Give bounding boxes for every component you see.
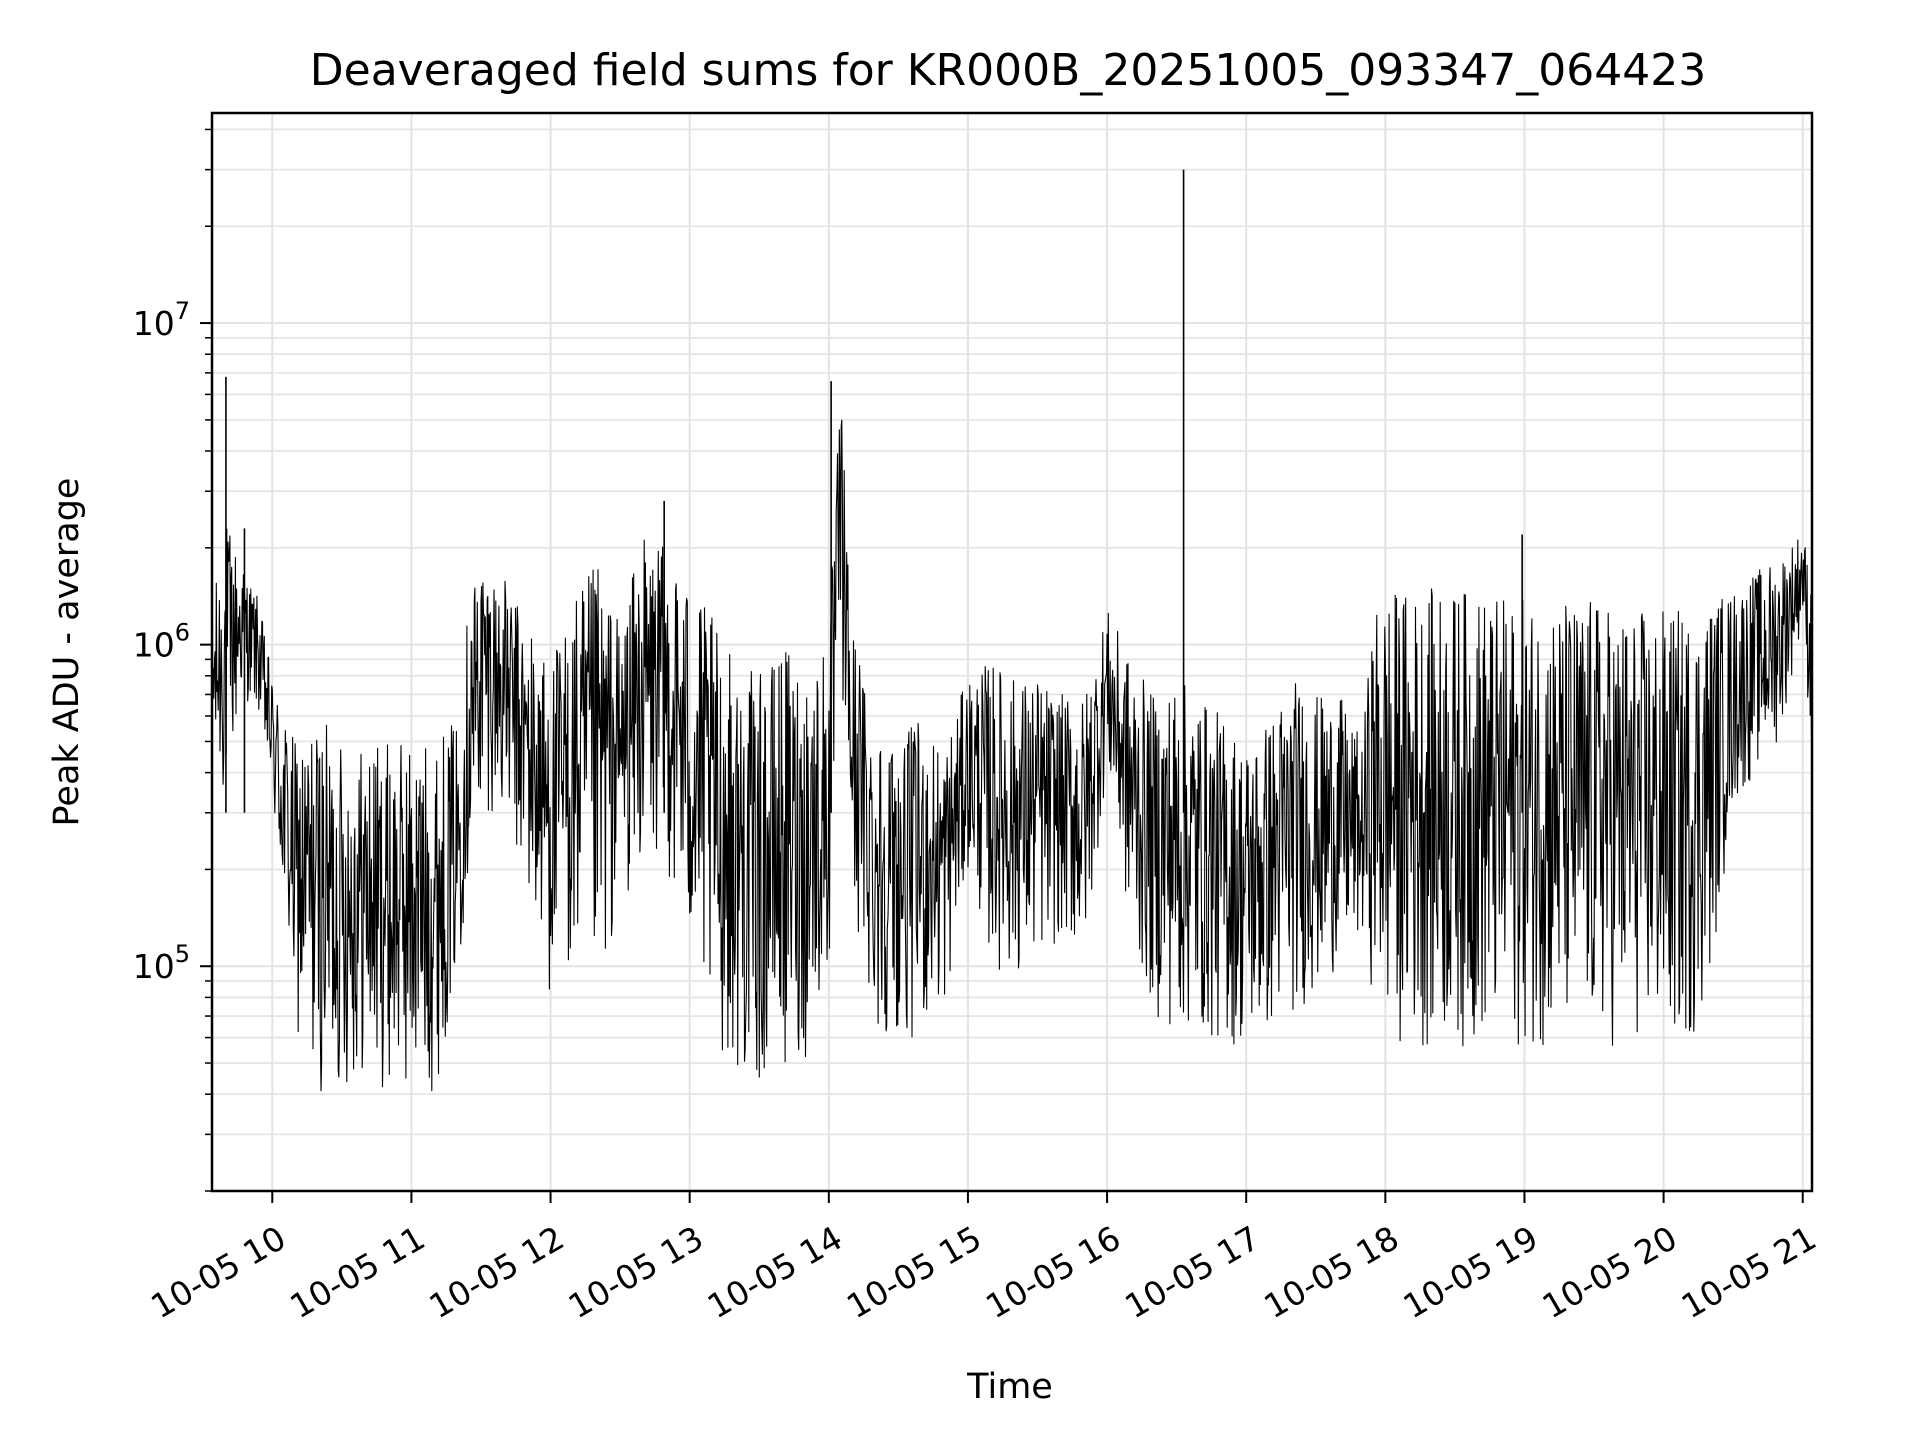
y-axis-label: Peak ADU - average: [47, 478, 87, 827]
y-tick-label: 105: [133, 940, 190, 986]
data-series: [211, 169, 1813, 1092]
plot-frame: [210, 111, 1814, 1193]
y-tick-label: 106: [133, 619, 190, 665]
y-tick-label: 107: [133, 297, 190, 343]
y-axis: 105 106 107: [133, 128, 212, 1192]
plot-area: [212, 113, 1812, 1191]
series-line: [211, 419, 1813, 1092]
x-axis-label: Time: [966, 1367, 1053, 1407]
chart-title: Deaveraged field sums for KR000B_2025100…: [310, 45, 1706, 96]
